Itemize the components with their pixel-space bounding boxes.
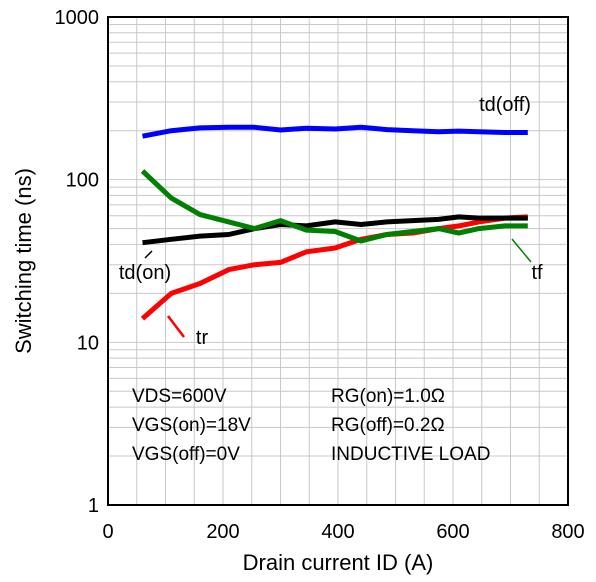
annotation-vds: VDS=600V [132,386,227,407]
x-tick-label: 800 [551,521,584,543]
series-line-tf [140,169,528,244]
series-label-td-on: td(on) [119,262,171,284]
label-leader-line [167,315,185,338]
annotation-rg-on: RG(on)=1.0Ω [331,386,445,407]
y-tick-label: 1000 [55,7,100,29]
series-label-tf: tf [531,262,543,284]
annotation-vgs-on: VGS(on)=18V [132,415,251,436]
y-tick-label: 100 [66,170,99,192]
label-leader-line [511,238,532,263]
y-tick-label: 10 [77,332,99,354]
annotation-rg-off: RG(off)=0.2Ω [331,415,445,436]
series-line-tr [140,214,528,321]
x-tick-label: 600 [436,521,469,543]
annotation-load: INDUCTIVE LOAD [331,444,490,465]
grid-lines [108,16,568,505]
series-line-tdon [142,214,528,246]
label-leader-line [144,250,153,259]
plot-frame [107,16,569,506]
x-tick-label: 0 [102,521,113,543]
x-tick-labels: 0 200 400 600 800 [102,521,584,543]
x-axis-title: Drain current ID (A) [243,550,434,575]
y-tick-labels: 1 10 100 1000 [55,7,100,517]
label-leaders [144,238,532,338]
x-tick-label: 400 [321,521,354,543]
y-axis-title: Switching time (ns) [11,168,36,354]
series-label-td-off: td(off) [479,94,531,116]
x-tick-label: 200 [206,521,239,543]
series-lines [140,124,528,321]
series-line-tdoff [142,124,528,139]
annotation-vgs-off: VGS(off)=0V [132,444,240,465]
y-tick-label: 1 [88,495,99,517]
series-label-tr: tr [196,327,209,349]
